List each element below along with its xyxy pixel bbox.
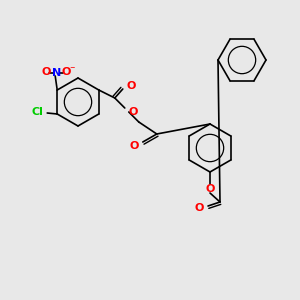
Text: O: O [195,203,204,213]
Text: N: N [52,68,61,78]
Text: O: O [41,67,51,77]
Text: O: O [205,184,215,194]
Text: O: O [129,141,139,151]
Text: O: O [61,67,71,77]
Text: O: O [127,81,136,91]
Text: O: O [129,107,138,117]
Text: Cl: Cl [31,107,43,117]
Text: ⁻: ⁻ [70,65,75,75]
